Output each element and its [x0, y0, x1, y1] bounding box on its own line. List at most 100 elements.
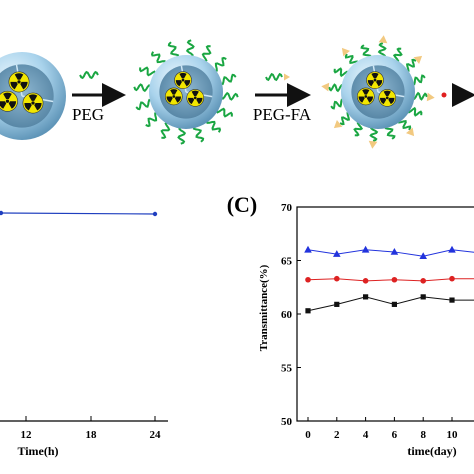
panel-c-data-point	[449, 297, 455, 303]
peg-strand-icon	[392, 47, 403, 63]
peg-strand-icon	[384, 124, 396, 140]
panel-b-tick-label: 12	[21, 429, 33, 441]
panel-c-series-line-1	[307, 278, 474, 282]
peg-strand-icon	[265, 72, 283, 82]
peg-strand-icon	[201, 45, 212, 63]
panel-c-x-ticks: 0 2 4 6 8 10	[305, 417, 458, 441]
peg-strand-icon	[185, 39, 195, 59]
panel-c-data-point	[305, 308, 311, 314]
peg-strand-icon	[404, 58, 417, 73]
peg-strand-icon	[344, 53, 359, 66]
panel-c-x-tick-label: 10	[447, 429, 459, 441]
panel-c-data-point	[419, 252, 427, 260]
radiation-icon	[174, 71, 192, 89]
radiation-icon	[22, 92, 44, 114]
panel-c-data-point	[361, 245, 370, 253]
trailing-dot-icon	[441, 92, 447, 98]
folate-triangle-icon	[378, 35, 388, 44]
panel-c-y-tick-label: 50	[281, 416, 293, 428]
panel-c-x-tick-label: 0	[305, 429, 311, 441]
step1-label: PEG	[72, 105, 104, 124]
nanoparticle-peg	[133, 39, 239, 145]
panel-c-data-point	[391, 301, 397, 307]
peg-strand-icon	[377, 42, 387, 59]
panel-c-data-point	[362, 278, 369, 284]
panel-b-tick-label: 24	[150, 429, 162, 441]
peg-strand-icon	[167, 41, 180, 60]
peg-strand-icon	[328, 83, 345, 93]
peg-strand-icon	[206, 118, 222, 133]
folate-triangle-icon	[321, 82, 330, 92]
panel-b-ticks	[25, 416, 156, 421]
folate-triangle-icon	[284, 73, 290, 81]
step2-label: PEG-FA	[253, 105, 312, 124]
panel-c-x-tick-label: 6	[392, 429, 398, 441]
peg-strand-icon	[397, 118, 412, 131]
radiation-icon	[366, 71, 384, 89]
panel-c-x-tick-label: 8	[420, 429, 426, 441]
panel-c-y-ticks: 50 55 60 65 70	[281, 202, 301, 428]
panel-c-label: (C)	[227, 192, 258, 217]
radiation-icon	[8, 71, 30, 93]
peg-strand-icon	[218, 73, 237, 86]
panel-b-tick-label: 18	[86, 429, 98, 441]
panel-b-x-axis-label: Time(h)	[17, 444, 58, 458]
panel-c-data-point	[304, 245, 312, 253]
panel-c-data-point	[391, 276, 398, 283]
peg-strand-icon	[145, 112, 160, 128]
panel-c-series	[304, 245, 474, 314]
peg-strand-icon	[79, 70, 99, 80]
panel-c-series-line-2	[307, 296, 474, 312]
folate-triangle-icon	[426, 92, 435, 102]
panel-c-y-tick-label: 70	[281, 202, 293, 214]
panel-c-y-tick-label: 65	[281, 256, 293, 268]
panel-c-data-point	[449, 275, 455, 282]
folate-triangle-icon	[413, 55, 423, 64]
panel-c-y-tick-label: 60	[281, 309, 293, 321]
peg-strand-icon	[360, 44, 372, 60]
panel-c-data-point	[420, 278, 427, 284]
peg-strand-icon	[139, 66, 157, 77]
panel-b-chart: 0 12 18 24 Time(h)	[0, 210, 168, 458]
peg-strand-icon	[135, 98, 154, 111]
panel-c-y-tick-label: 55	[281, 363, 293, 375]
radiation-icon	[186, 89, 205, 107]
panel-c-series-line-0	[307, 249, 474, 257]
nanoparticle-peg-fa	[321, 35, 435, 149]
panel-b-series-line	[0, 212, 156, 215]
peg-strand-icon	[192, 124, 205, 143]
peg-strand-icon	[212, 56, 227, 72]
peg-strand-icon	[160, 121, 171, 139]
peg-strand-icon	[150, 51, 166, 66]
panel-c-data-point	[333, 250, 341, 257]
peg-strand-icon	[330, 98, 346, 110]
panel-c-data-point	[305, 276, 311, 283]
peg-strand-icon	[353, 121, 364, 137]
folate-triangle-icon	[368, 140, 378, 149]
peg-strand-icon	[407, 106, 423, 117]
panel-b-data-point	[0, 210, 4, 216]
panel-c-data-point	[420, 294, 426, 300]
folate-triangle-icon	[341, 47, 350, 57]
peg-strand-icon	[177, 125, 187, 145]
panel-c-data-point	[448, 245, 456, 253]
panel-c-data-point	[390, 247, 399, 255]
schematic-row: PEG PEG-FA	[0, 35, 474, 149]
peg-strand-icon	[410, 74, 426, 86]
panel-c-data-point	[334, 301, 340, 307]
folate-triangle-icon	[333, 120, 343, 129]
peg-fa-strand-icon	[265, 72, 290, 82]
peg-strand-icon	[219, 91, 239, 101]
radiation-icon	[0, 90, 18, 112]
peg-strand-icon	[369, 125, 379, 142]
nanoparticle-bare	[0, 52, 66, 140]
peg-strand-icon	[133, 83, 153, 93]
peg-strand-icon	[79, 70, 99, 80]
radiation-icon	[164, 87, 183, 106]
panel-c-y-axis-label: Transmittance(%)	[258, 264, 270, 351]
panel-b-data-point	[152, 211, 158, 217]
peg-strand-icon	[411, 91, 428, 101]
radiation-icon	[356, 87, 375, 106]
